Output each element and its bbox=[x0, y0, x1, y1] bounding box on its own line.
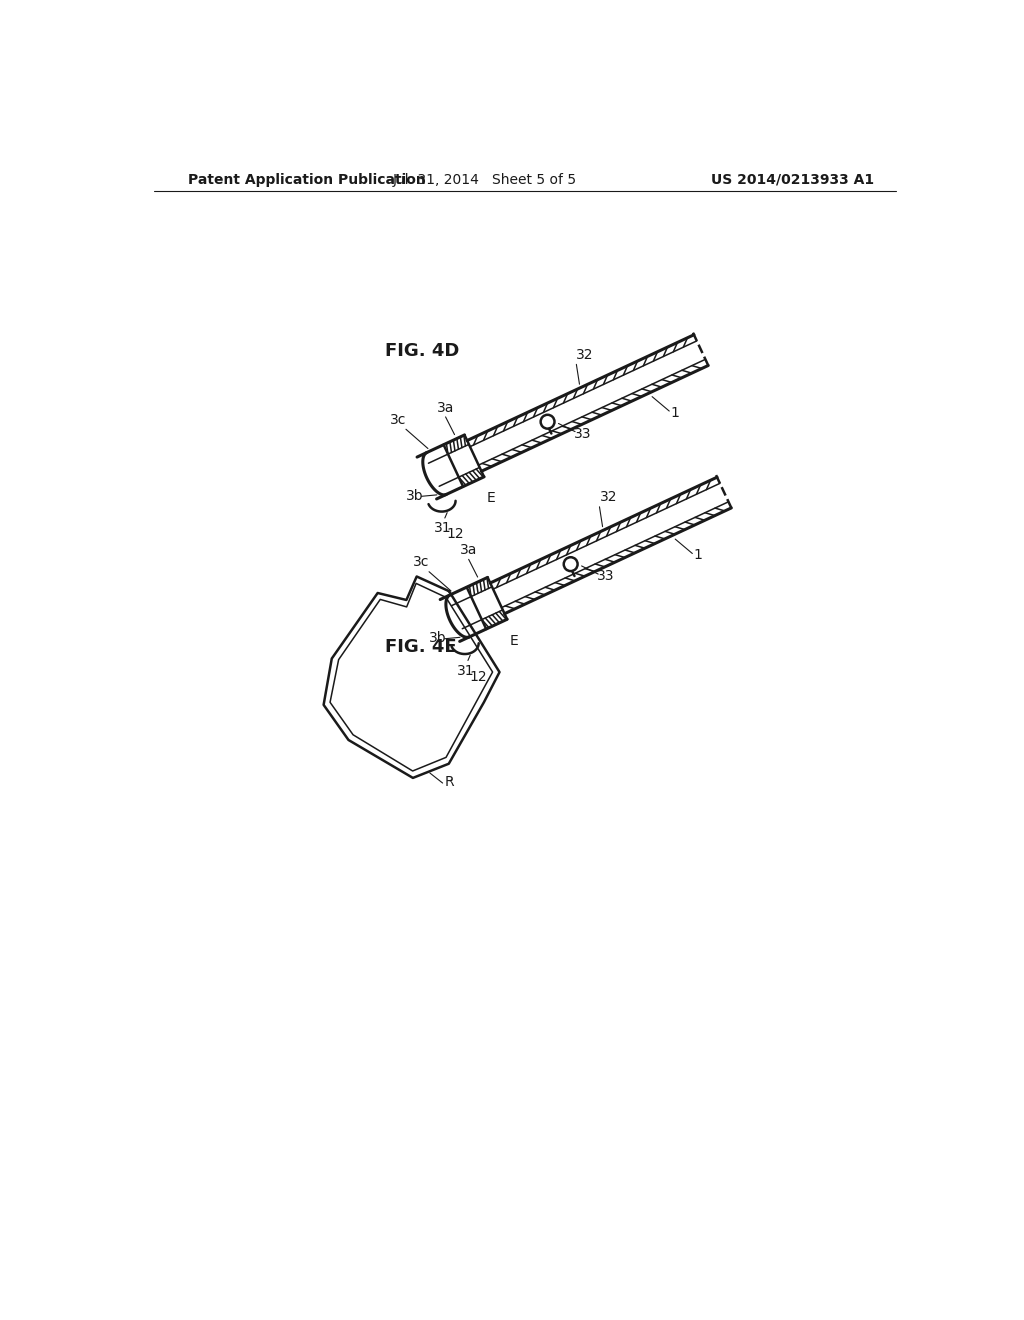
Text: 31: 31 bbox=[457, 664, 474, 677]
Text: E: E bbox=[510, 634, 518, 648]
Text: 32: 32 bbox=[577, 348, 594, 362]
Text: US 2014/0213933 A1: US 2014/0213933 A1 bbox=[712, 173, 874, 187]
Text: 12: 12 bbox=[469, 669, 486, 684]
Text: 33: 33 bbox=[597, 569, 614, 583]
Text: 1: 1 bbox=[694, 548, 702, 562]
Text: 3a: 3a bbox=[460, 543, 477, 557]
Text: 3b: 3b bbox=[429, 631, 446, 645]
Text: E: E bbox=[486, 491, 496, 506]
Text: 3c: 3c bbox=[390, 413, 407, 426]
Text: 3a: 3a bbox=[437, 400, 455, 414]
Text: 3c: 3c bbox=[413, 556, 429, 569]
Text: 1: 1 bbox=[671, 405, 680, 420]
Text: 31: 31 bbox=[434, 521, 452, 535]
Text: 32: 32 bbox=[599, 491, 617, 504]
Text: Patent Application Publication: Patent Application Publication bbox=[188, 173, 426, 187]
Text: R: R bbox=[444, 775, 455, 788]
Text: 12: 12 bbox=[446, 527, 464, 541]
Text: 33: 33 bbox=[573, 426, 591, 441]
Text: FIG. 4D: FIG. 4D bbox=[385, 342, 459, 360]
Text: FIG. 4E: FIG. 4E bbox=[385, 639, 457, 656]
Text: 3b: 3b bbox=[406, 488, 423, 503]
Text: Jul. 31, 2014   Sheet 5 of 5: Jul. 31, 2014 Sheet 5 of 5 bbox=[392, 173, 577, 187]
